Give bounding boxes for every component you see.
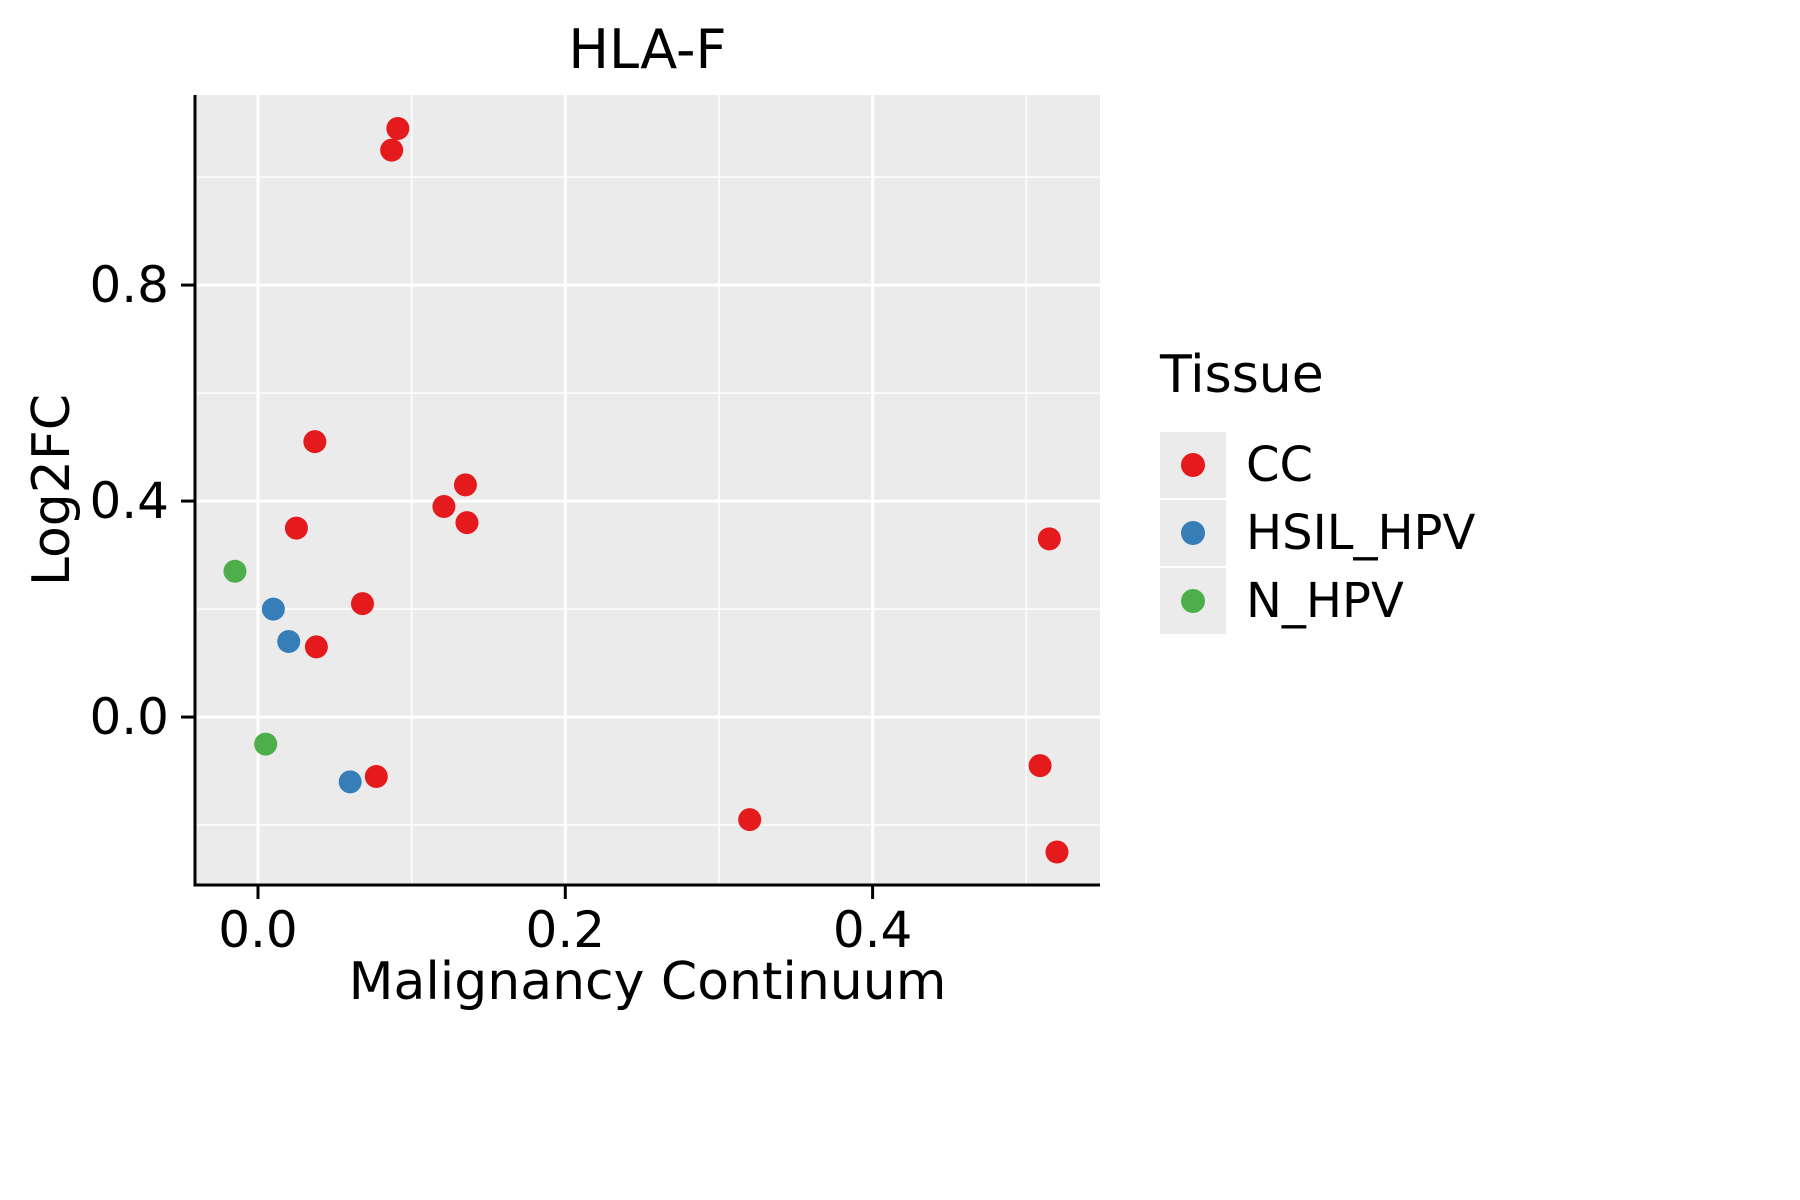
data-point bbox=[284, 516, 308, 540]
data-point bbox=[304, 635, 328, 659]
legend-dot-icon bbox=[1181, 521, 1205, 545]
legend-label: N_HPV bbox=[1246, 573, 1404, 629]
legend-key-background bbox=[1160, 432, 1226, 498]
data-point bbox=[380, 138, 404, 162]
x-tick-label: 0.0 bbox=[218, 901, 298, 959]
data-point bbox=[432, 494, 456, 518]
data-point bbox=[364, 764, 388, 788]
y-tick-label: 0.8 bbox=[89, 256, 169, 314]
data-point bbox=[303, 430, 327, 454]
legend-keys: CC HSIL_HPV N_HPV bbox=[1160, 431, 1475, 635]
legend-dot-icon bbox=[1181, 453, 1205, 477]
data-point bbox=[455, 511, 479, 535]
data-point bbox=[738, 808, 762, 832]
legend: Tissue CC HSIL_HPV N_HPV bbox=[1160, 345, 1475, 635]
y-axis-title: Log2FC bbox=[22, 393, 82, 587]
legend-item-cc: CC bbox=[1160, 431, 1475, 499]
y-tick-label: 0.0 bbox=[89, 688, 169, 746]
data-point bbox=[277, 629, 301, 653]
x-tick-label: 0.2 bbox=[526, 901, 606, 959]
legend-key-background bbox=[1160, 500, 1226, 566]
data-point bbox=[1037, 527, 1061, 551]
legend-dot-icon bbox=[1181, 589, 1205, 613]
data-point bbox=[453, 473, 477, 497]
data-point bbox=[386, 116, 410, 140]
legend-title: Tissue bbox=[1160, 345, 1324, 405]
data-point bbox=[338, 770, 362, 794]
chart-title: HLA-F bbox=[568, 18, 727, 81]
x-tick-label: 0.4 bbox=[833, 901, 913, 959]
data-point bbox=[254, 732, 278, 756]
legend-label: CC bbox=[1246, 437, 1314, 493]
legend-item-hsil-hpv: HSIL_HPV bbox=[1160, 499, 1475, 567]
panel-background bbox=[195, 95, 1100, 885]
x-axis-title: Malignancy Continuum bbox=[348, 952, 947, 1012]
y-tick-label: 0.4 bbox=[89, 472, 169, 530]
data-point bbox=[261, 597, 285, 621]
data-point bbox=[1028, 754, 1052, 778]
legend-key-background bbox=[1160, 568, 1226, 634]
legend-label: HSIL_HPV bbox=[1246, 505, 1476, 561]
data-point bbox=[1045, 840, 1069, 864]
data-point bbox=[223, 559, 247, 583]
legend-item-n-hpv: N_HPV bbox=[1160, 567, 1475, 635]
data-point bbox=[350, 592, 374, 616]
